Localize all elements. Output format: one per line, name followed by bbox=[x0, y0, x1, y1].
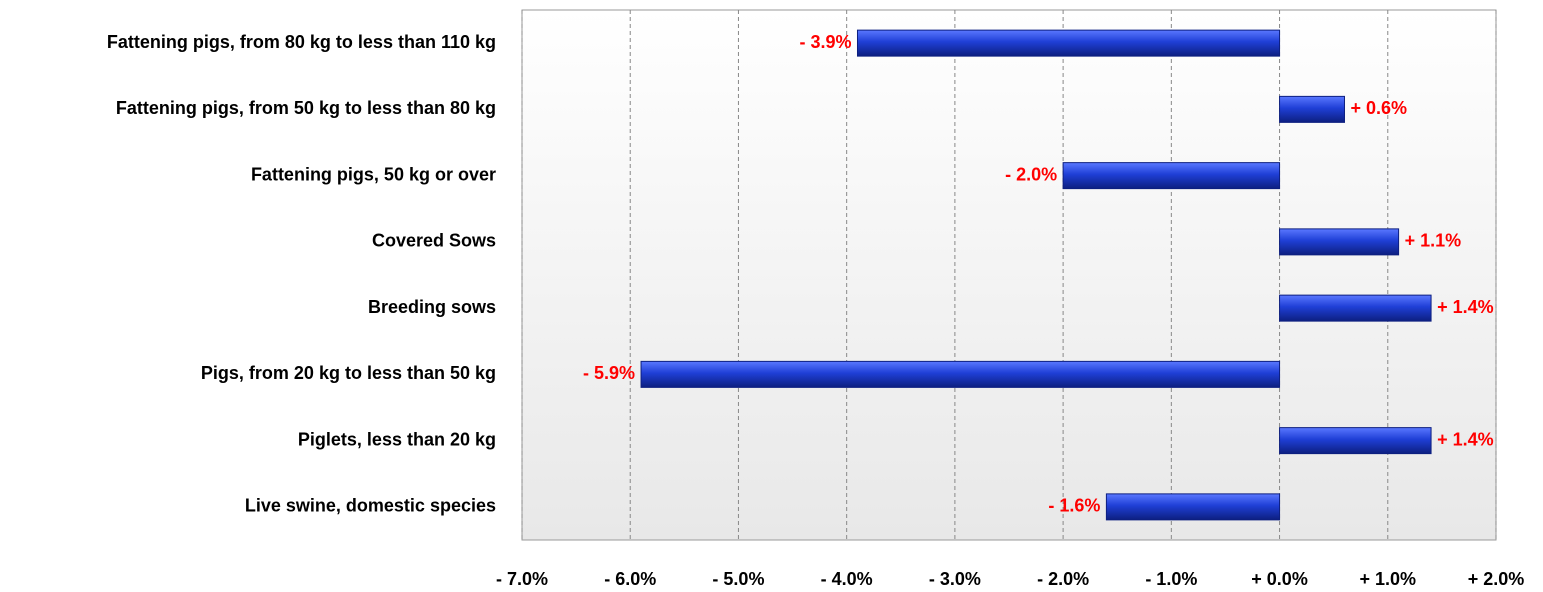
y-tick-label: Live swine, domestic species bbox=[245, 496, 496, 516]
y-tick-label: Piglets, less than 20 kg bbox=[298, 429, 496, 449]
data-label: + 1.4% bbox=[1437, 297, 1494, 317]
bar bbox=[1105, 493, 1281, 521]
bar bbox=[1279, 95, 1345, 123]
x-tick-label: - 1.0% bbox=[1145, 569, 1197, 589]
bar bbox=[1279, 228, 1400, 256]
plot-area bbox=[521, 9, 1497, 541]
bar bbox=[640, 360, 1281, 388]
bar bbox=[1062, 162, 1281, 190]
y-tick-label: Fattening pigs, from 50 kg to less than … bbox=[116, 98, 496, 118]
data-label: - 3.9% bbox=[799, 32, 851, 52]
x-tick-label: + 2.0% bbox=[1468, 569, 1525, 589]
y-tick-label: Covered Sows bbox=[372, 231, 496, 251]
y-tick-label: Fattening pigs, from 80 kg to less than … bbox=[107, 32, 496, 52]
data-label: + 1.1% bbox=[1405, 231, 1462, 251]
x-tick-label: - 7.0% bbox=[496, 569, 548, 589]
data-label: - 1.6% bbox=[1048, 496, 1100, 516]
x-tick-label: - 5.0% bbox=[712, 569, 764, 589]
data-label: - 2.0% bbox=[1005, 164, 1057, 184]
bar bbox=[1279, 294, 1432, 322]
data-label: - 5.9% bbox=[583, 363, 635, 383]
x-tick-label: - 2.0% bbox=[1037, 569, 1089, 589]
x-tick-label: - 6.0% bbox=[604, 569, 656, 589]
x-tick-label: + 0.0% bbox=[1251, 569, 1308, 589]
data-label: + 1.4% bbox=[1437, 429, 1494, 449]
x-tick-label: - 3.0% bbox=[929, 569, 981, 589]
data-label: + 0.6% bbox=[1350, 98, 1407, 118]
bar bbox=[1279, 427, 1432, 455]
y-tick-label: Fattening pigs, 50 kg or over bbox=[251, 164, 496, 184]
x-tick-label: + 1.0% bbox=[1360, 569, 1417, 589]
x-tick-label: - 4.0% bbox=[821, 569, 873, 589]
bar bbox=[856, 29, 1281, 57]
y-tick-label: Pigs, from 20 kg to less than 50 kg bbox=[201, 363, 496, 383]
y-tick-label: Breeding sows bbox=[368, 297, 496, 317]
